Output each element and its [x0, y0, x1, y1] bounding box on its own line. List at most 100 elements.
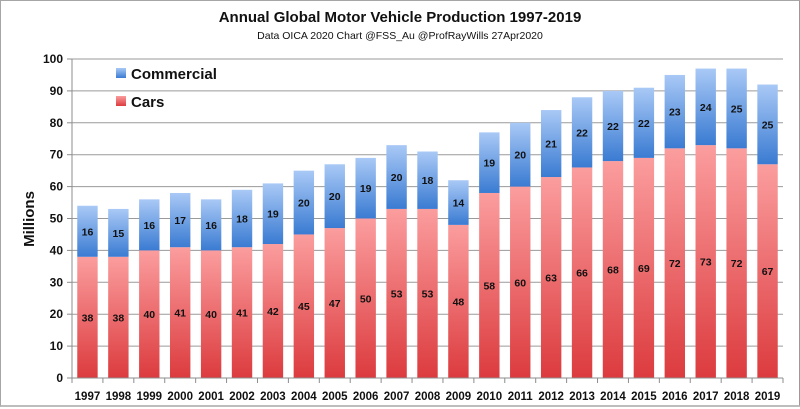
x-tick-label: 1999: [136, 391, 162, 403]
x-tick-label: 2005: [322, 391, 348, 403]
data-label-commercial-2019: 25: [762, 119, 774, 131]
data-label-commercial-2013: 22: [576, 127, 588, 139]
data-label-cars-1999: 40: [143, 309, 155, 321]
data-label-cars-2011: 60: [514, 277, 526, 289]
bar-cars-2019: [757, 164, 778, 378]
x-tick-label: 2010: [477, 391, 503, 403]
bar-commercial-2014: [602, 90, 624, 162]
data-label-commercial-2003: 19: [267, 209, 279, 221]
bar-commercial-2008: [417, 151, 438, 209]
bar-cars-1997: [77, 256, 98, 378]
bar-commercial-1997: [77, 205, 98, 257]
x-tick-label: 2003: [260, 391, 286, 403]
bar-commercial-2000: [169, 192, 191, 248]
bar-cars-2013: [571, 167, 593, 378]
bar-cars-2007: [386, 208, 407, 378]
y-tick-label: 80: [50, 116, 64, 130]
data-label-commercial-2014: 22: [607, 121, 619, 133]
data-label-cars-2012: 63: [545, 273, 557, 285]
data-label-commercial-2004: 20: [298, 198, 310, 210]
bar-commercial-1998: [108, 208, 129, 257]
data-label-commercial-2012: 21: [545, 139, 557, 151]
y-axis-label: Millions: [21, 191, 38, 247]
y-tick-label: 0: [56, 371, 63, 385]
x-tick-label: 2016: [662, 391, 688, 403]
data-label-commercial-1998: 15: [113, 228, 125, 240]
bar-commercial-2017: [695, 68, 716, 146]
bar-commercial-2004: [293, 170, 315, 235]
data-label-commercial-2010: 19: [483, 158, 495, 170]
bar-cars-2016: [664, 148, 686, 378]
bar-commercial-2019: [757, 84, 778, 165]
bar-cars-2003: [262, 244, 284, 378]
x-tick-label: 2000: [167, 391, 193, 403]
bar-cars-2008: [417, 208, 438, 378]
bar-commercial-2016: [664, 74, 686, 149]
bar-cars-2014: [602, 161, 624, 378]
legend-swatch-commercial: [116, 68, 126, 78]
bar-commercial-2006: [355, 157, 376, 219]
data-label-commercial-1999: 16: [143, 220, 155, 232]
bar-cars-2015: [633, 157, 655, 378]
x-tick-label: 2009: [446, 391, 472, 403]
data-label-commercial-2005: 20: [329, 191, 341, 203]
x-tick-label: 2013: [569, 391, 595, 403]
bar-cars-2011: [510, 186, 531, 378]
x-tick-label: 2017: [693, 391, 719, 403]
bar-commercial-2011: [510, 122, 531, 187]
y-tick-label: 10: [50, 339, 64, 353]
data-label-cars-2010: 58: [483, 280, 495, 292]
bar-commercial-2009: [448, 180, 469, 225]
data-label-cars-2005: 47: [329, 298, 341, 310]
data-label-commercial-2011: 20: [514, 150, 526, 162]
data-label-cars-2015: 69: [638, 263, 650, 275]
bar-commercial-2013: [571, 97, 593, 168]
data-label-commercial-2015: 22: [638, 118, 650, 130]
y-tick-label: 50: [50, 212, 64, 226]
x-tick-label: 2002: [229, 391, 255, 403]
bar-cars-2006: [355, 218, 376, 378]
data-label-commercial-2001: 16: [205, 220, 217, 232]
bar-cars-2004: [293, 234, 315, 378]
data-label-commercial-2009: 14: [453, 198, 465, 210]
x-tick-label: 2004: [291, 391, 317, 403]
bar-cars-1998: [108, 256, 129, 378]
y-tick-label: 60: [50, 180, 64, 194]
data-label-commercial-2007: 20: [391, 172, 403, 184]
y-tick-label: 70: [50, 148, 64, 162]
x-tick-label: 1997: [75, 391, 101, 403]
data-label-commercial-2018: 25: [731, 103, 743, 115]
x-tick-label: 2019: [755, 391, 781, 403]
data-label-cars-2009: 48: [453, 296, 465, 308]
data-label-cars-2006: 50: [360, 293, 372, 305]
y-tick-label: 40: [50, 243, 64, 257]
data-label-cars-2002: 41: [236, 308, 248, 320]
data-label-cars-2008: 53: [422, 288, 434, 300]
bar-commercial-2002: [231, 189, 253, 248]
data-label-commercial-2002: 18: [236, 214, 248, 226]
bar-commercial-2007: [386, 145, 407, 209]
data-label-commercial-1997: 16: [82, 226, 94, 238]
chart-subtitle: Data OICA 2020 Chart @FSS_Au @ProfRayWil…: [257, 30, 543, 42]
bar-cars-2002: [231, 247, 253, 378]
data-label-cars-2016: 72: [669, 258, 681, 270]
x-tick-label: 2008: [415, 391, 441, 403]
data-label-commercial-2017: 24: [700, 102, 712, 114]
x-tick-label: 2012: [538, 391, 564, 403]
bar-cars-2018: [726, 148, 747, 378]
bar-commercial-2012: [540, 110, 562, 178]
data-label-cars-2017: 73: [700, 257, 712, 269]
bar-cars-2001: [200, 250, 222, 378]
data-label-commercial-2008: 18: [422, 175, 434, 187]
legend-label-commercial: Commercial: [131, 66, 217, 83]
data-label-cars-2019: 67: [762, 266, 774, 278]
y-tick-label: 90: [50, 84, 64, 98]
bar-cars-2009: [448, 224, 469, 378]
y-tick-label: 30: [50, 275, 64, 289]
bar-commercial-2003: [262, 183, 284, 245]
x-tick-label: 2018: [724, 391, 750, 403]
y-tick-label: 20: [50, 307, 64, 321]
data-label-cars-2001: 40: [205, 309, 217, 321]
data-label-cars-2018: 72: [731, 258, 743, 270]
